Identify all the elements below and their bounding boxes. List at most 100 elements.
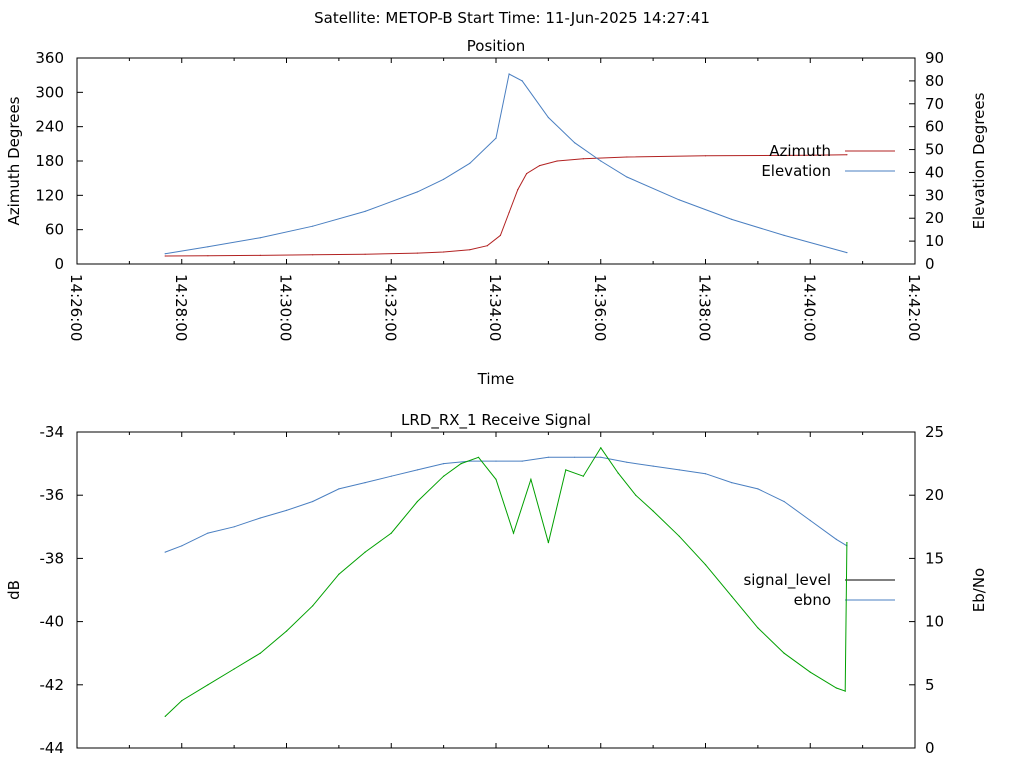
- chart-title: Position: [467, 37, 525, 55]
- data-point-elevation: [508, 73, 510, 75]
- y2-tick-label: 10: [925, 232, 944, 250]
- data-point-elevation: [846, 252, 848, 254]
- data-point-elevation: [626, 176, 628, 178]
- y2-tick-label: 0: [925, 255, 935, 273]
- data-point-trace: [259, 652, 261, 654]
- legend-label-signal-level: signal_level: [743, 571, 831, 590]
- data-point-azimuth: [416, 252, 418, 254]
- data-point-trace: [164, 715, 166, 718]
- data-point-trace: [181, 700, 183, 702]
- data-point-trace: [846, 542, 848, 544]
- data-point-azimuth: [486, 245, 488, 247]
- data-point-trace: [635, 494, 637, 496]
- data-point-trace: [565, 469, 567, 471]
- chart-title: LRD_RX_1 Receive Signal: [401, 411, 591, 430]
- y2-tick-label: 70: [925, 95, 944, 113]
- x-tick-label: 14:30:00: [277, 274, 295, 341]
- data-point-trace: [364, 551, 366, 553]
- y-tick-label: 120: [35, 186, 64, 204]
- y2-tick-label: 10: [925, 613, 944, 631]
- y-tick-label: 360: [35, 49, 64, 67]
- y-tick-label: -44: [40, 739, 65, 757]
- data-point-trace: [443, 475, 445, 477]
- data-point-trace: [835, 687, 838, 689]
- data-point-ebno: [574, 456, 576, 458]
- y2-tick-label: 20: [925, 486, 944, 504]
- data-point-azimuth: [582, 158, 584, 160]
- data-point-elevation: [600, 160, 602, 162]
- data-point-elevation: [783, 234, 785, 236]
- y-tick-label: 60: [45, 221, 64, 239]
- data-point-azimuth: [526, 173, 528, 175]
- data-point-trace: [477, 456, 480, 458]
- data-point-azimuth: [469, 249, 471, 251]
- data-point-ebno: [652, 465, 654, 467]
- y2-tick-label: 25: [925, 423, 944, 441]
- data-point-ebno: [495, 460, 497, 462]
- legend-label-elevation: Elevation: [761, 162, 831, 180]
- data-point-ebno: [233, 526, 235, 528]
- data-point-ebno: [390, 475, 392, 477]
- data-point-trace: [547, 542, 550, 544]
- data-point-azimuth: [556, 160, 558, 162]
- data-point-trace: [416, 500, 418, 503]
- data-point-trace: [731, 595, 733, 597]
- data-point-azimuth: [164, 255, 166, 257]
- data-point-trace: [600, 447, 602, 449]
- data-point-elevation: [547, 116, 550, 119]
- plot-frame: [76, 57, 916, 265]
- data-point-azimuth: [704, 155, 707, 157]
- data-point-trace: [338, 573, 340, 575]
- data-point-trace: [809, 671, 811, 673]
- data-point-elevation: [521, 80, 523, 82]
- data-point-azimuth: [508, 211, 510, 214]
- data-point-elevation: [164, 253, 166, 255]
- data-point-ebno: [547, 456, 550, 458]
- x-tick-label: 14:42:00: [905, 274, 923, 341]
- y-tick-label: 300: [35, 83, 64, 101]
- data-point-ebno: [783, 500, 785, 503]
- data-point-elevation: [731, 218, 733, 220]
- data-point-trace: [285, 630, 288, 632]
- data-point-ebno: [809, 519, 811, 522]
- data-point-azimuth: [364, 253, 366, 255]
- y2-tick-label: 20: [925, 209, 944, 227]
- page-title: Satellite: METOP-B Start Time: 11-Jun-20…: [314, 9, 710, 27]
- data-point-ebno: [207, 532, 209, 534]
- data-point-azimuth: [443, 251, 445, 253]
- data-point-elevation: [312, 225, 314, 227]
- x-tick-label: 14:38:00: [696, 274, 714, 341]
- y-tick-label: -34: [40, 423, 65, 441]
- data-point-azimuth: [846, 154, 848, 156]
- data-point-elevation: [443, 178, 445, 180]
- data-point-trace: [312, 605, 314, 607]
- data-point-ebno: [285, 509, 288, 511]
- y2-axis-title: Eb/No: [970, 568, 988, 612]
- data-point-trace: [207, 684, 209, 686]
- data-point-ebno: [443, 463, 445, 465]
- y-tick-label: -38: [40, 549, 65, 567]
- data-point-azimuth: [259, 254, 261, 256]
- data-point-ebno: [835, 538, 838, 541]
- legend-label-azimuth: Azimuth: [769, 142, 831, 160]
- data-point-trace: [530, 478, 532, 480]
- y-tick-label: 240: [35, 118, 64, 136]
- y2-tick-label: 5: [925, 676, 935, 694]
- y2-tick-label: 60: [925, 118, 944, 136]
- series-line-elevation: [165, 73, 848, 255]
- y2-tick-label: 0: [925, 739, 935, 757]
- data-point-trace: [844, 690, 846, 692]
- data-point-azimuth: [809, 154, 811, 156]
- receive-signal-chart: LRD_RX_1 Receive Signal -34 -36 -38 -40 -42 -4…: [5, 411, 988, 757]
- data-point-azimuth: [207, 255, 209, 257]
- y2-axis-title: Elevation Degrees: [970, 92, 988, 229]
- data-point-elevation: [207, 246, 209, 248]
- data-point-trace: [460, 463, 462, 465]
- series-line-azimuth: [165, 154, 847, 257]
- data-point-ebno: [704, 473, 707, 475]
- data-point-trace: [390, 532, 392, 534]
- series-line-ebno: [165, 456, 848, 553]
- y-tick-label: 0: [54, 255, 64, 273]
- y-tick-label: 180: [35, 152, 64, 170]
